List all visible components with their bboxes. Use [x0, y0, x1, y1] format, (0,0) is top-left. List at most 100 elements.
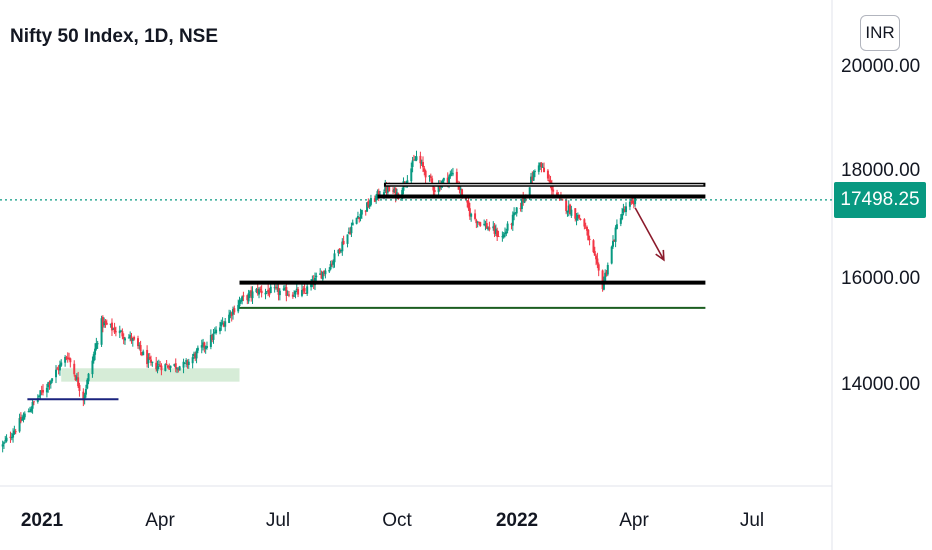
candle-body [406, 180, 409, 184]
candle-body [222, 323, 225, 327]
candle-body [503, 233, 506, 235]
candle-body [487, 227, 490, 230]
candle-body [330, 263, 333, 265]
candle-body [31, 401, 34, 409]
candle-body [356, 216, 359, 219]
candle-body [349, 232, 352, 234]
candle-body [615, 224, 618, 229]
candle-body [355, 217, 358, 224]
candle-body [485, 223, 488, 229]
candle-body [220, 322, 223, 327]
candle-body [474, 213, 477, 219]
candle-body [448, 176, 451, 184]
candle-body [256, 289, 259, 294]
x-tick-label: 2021 [20, 510, 64, 531]
candle-body [55, 369, 58, 378]
candle-body [228, 314, 231, 323]
candle-body [150, 359, 153, 363]
candle-body [273, 287, 276, 289]
x-tick-label: Apr [145, 510, 175, 531]
candle-body [157, 364, 160, 366]
candle-body [320, 273, 323, 279]
candle-body [156, 366, 159, 371]
candle-body [546, 170, 549, 179]
candle-body [510, 223, 513, 225]
levels-layer[interactable] [27, 182, 706, 401]
projection-arrow-layer[interactable] [634, 207, 665, 262]
candle-body [191, 357, 194, 364]
candle-body [83, 394, 86, 400]
candle-body [364, 210, 367, 212]
currency-button[interactable]: INR [860, 15, 900, 51]
candle-body [291, 294, 294, 297]
candle-body [588, 238, 591, 241]
candle-body [194, 353, 197, 359]
candle-body [479, 222, 482, 227]
candle-body [575, 218, 578, 221]
candle-body [96, 343, 99, 345]
y-tick-label: 14000.00 [841, 374, 921, 395]
candle-body [133, 337, 136, 340]
candle-body [595, 255, 598, 260]
candle-body [276, 287, 279, 289]
candle-body [264, 292, 267, 295]
candle-body [466, 200, 469, 203]
candle-body [369, 198, 372, 205]
candle-body [248, 291, 251, 293]
candle-body [95, 343, 98, 349]
candle-body [65, 357, 68, 359]
candle-body [433, 190, 436, 193]
candle-body [377, 190, 380, 198]
candle-body [401, 190, 404, 199]
candle-body [634, 198, 637, 205]
projection-arrow[interactable] [634, 207, 665, 261]
candle-body [100, 318, 103, 345]
candle-body [47, 382, 50, 388]
demand-zone-layer [61, 368, 240, 382]
candle-body [202, 342, 205, 347]
candle-body [251, 291, 254, 299]
candle-body [632, 203, 635, 205]
candle-body [569, 204, 572, 215]
candle-body [287, 294, 290, 296]
candle-body [147, 357, 150, 364]
candle-body [350, 226, 353, 234]
candle-body [137, 338, 139, 347]
candle-body [56, 368, 59, 370]
candle-body [628, 201, 631, 207]
candle-body [520, 198, 523, 210]
candle-body [623, 210, 626, 212]
candle-body [255, 288, 258, 293]
candle-body [58, 364, 61, 371]
candle-body [66, 358, 69, 360]
candle-body [347, 231, 350, 234]
candle-body [293, 295, 296, 297]
chart-title: Nifty 50 Index, 1D, NSE [10, 26, 219, 47]
candle-body [204, 346, 207, 349]
candle-body [221, 322, 224, 324]
candle-body [587, 229, 590, 241]
candle-body [393, 188, 396, 193]
candle-body [286, 294, 289, 296]
candle-body [282, 288, 285, 291]
candle-body [69, 358, 72, 363]
candle-body [230, 313, 233, 316]
candle-body [432, 185, 435, 191]
candle-body [258, 288, 261, 295]
candle-body [384, 185, 387, 192]
candle-body [346, 234, 349, 244]
candle-body [455, 171, 458, 185]
candle-body [531, 176, 534, 181]
candle-body [528, 187, 531, 197]
candle-body [82, 391, 85, 401]
candle-body [578, 214, 581, 219]
candle-body [619, 218, 622, 224]
candle-body [631, 200, 634, 204]
candle-body [351, 222, 354, 226]
candle-body [32, 401, 35, 403]
candle-body [10, 437, 13, 439]
candle-body [612, 240, 614, 247]
candle-body [477, 221, 480, 223]
candle-body [129, 335, 132, 338]
